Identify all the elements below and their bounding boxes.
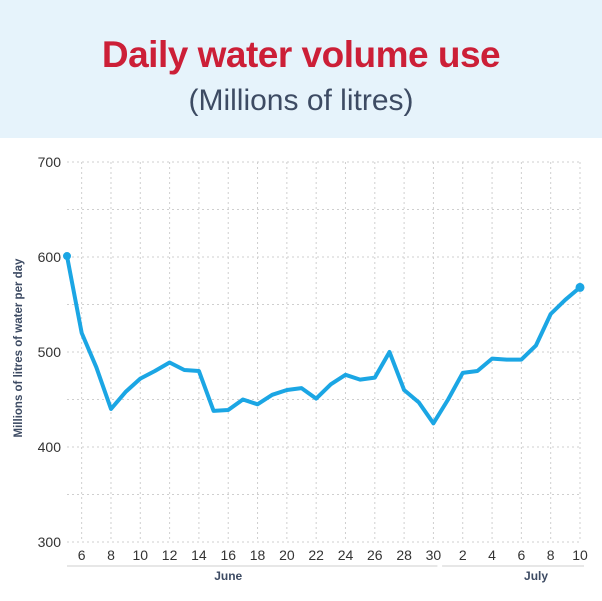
x-tick-label: 22 [308, 547, 324, 563]
y-tick-label: 400 [38, 439, 62, 455]
end-point [575, 282, 585, 292]
x-tick-label: 2 [459, 547, 467, 563]
x-tick-label: 6 [517, 547, 525, 563]
y-axis-label: Millions of litres of water per day [13, 258, 25, 438]
x-tick-label: 24 [338, 547, 354, 563]
x-tick-label: 30 [426, 547, 442, 563]
x-tick-label: 14 [191, 547, 207, 563]
series-path [65, 254, 582, 426]
y-axis: 300 400 500 600 700 [38, 154, 62, 550]
x-tick-label: 18 [250, 547, 266, 563]
x-tick-label: 10 [572, 547, 588, 563]
y-tick-label: 500 [38, 344, 62, 360]
x-tick-label: 8 [547, 547, 555, 563]
grid [67, 161, 581, 543]
series-line [63, 252, 585, 426]
x-tick-label: 8 [107, 547, 115, 563]
month-label-june: June [214, 569, 242, 583]
x-tick-label: 20 [279, 547, 295, 563]
x-tick-label: 4 [488, 547, 496, 563]
x-tick-label: 12 [162, 547, 178, 563]
chart-subtitle: (Millions of litres) [188, 84, 414, 117]
x-tick-label: 6 [78, 547, 86, 563]
x-tick-label: 28 [396, 547, 412, 563]
x-tick-label: 16 [220, 547, 236, 563]
y-tick-label: 600 [38, 249, 62, 265]
x-tick-label: 10 [132, 547, 148, 563]
y-tick-label: 300 [38, 534, 62, 550]
chart-title: Daily water volume use [101, 34, 501, 75]
x-tick-label: 26 [367, 547, 383, 563]
y-tick-label: 700 [38, 154, 62, 170]
title-banner [0, 0, 602, 138]
start-point [63, 252, 71, 261]
month-label-july: July [524, 569, 548, 583]
